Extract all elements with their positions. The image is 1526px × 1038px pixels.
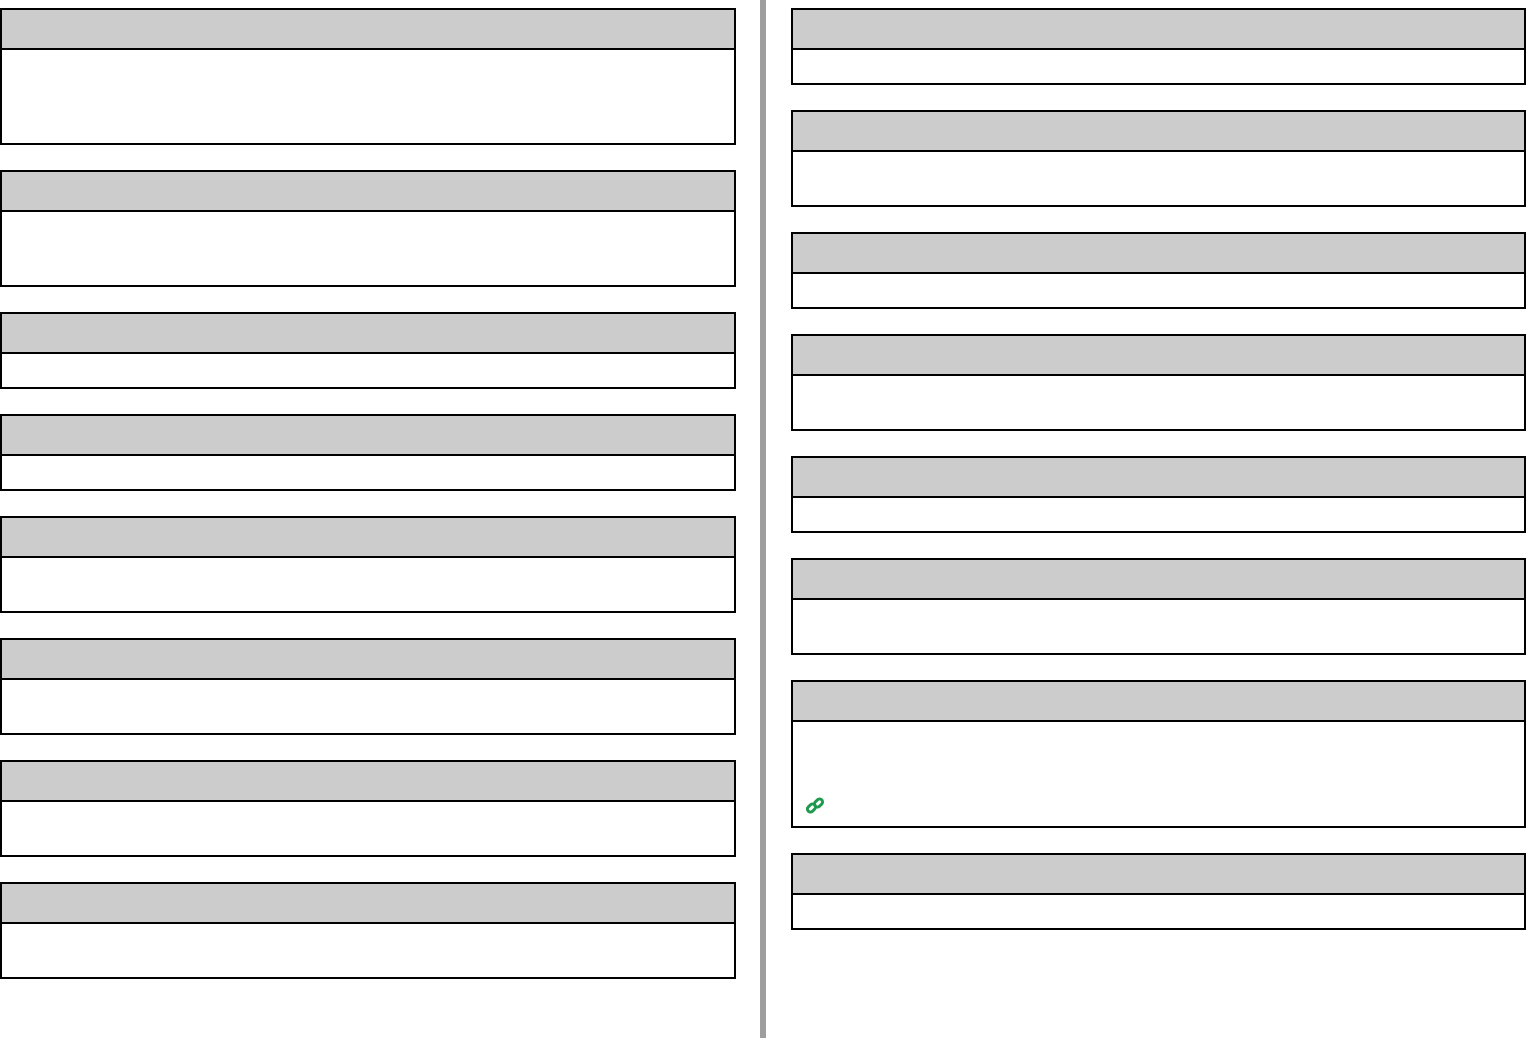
section-header [2, 762, 734, 802]
chain-link-icon[interactable] [805, 796, 825, 816]
section-box [791, 853, 1526, 930]
section-header [793, 682, 1524, 722]
section-header [2, 416, 734, 456]
section-header [793, 560, 1524, 600]
section-header [2, 172, 734, 212]
section-box [0, 760, 736, 857]
section-box [0, 414, 736, 491]
section-box [791, 110, 1526, 207]
section-header [2, 884, 734, 924]
section-box [791, 232, 1526, 309]
section-box [0, 638, 736, 735]
section-box [791, 456, 1526, 533]
section-box [791, 680, 1526, 828]
section-header [2, 640, 734, 680]
section-header [793, 112, 1524, 152]
section-box [791, 558, 1526, 655]
section-header [2, 10, 734, 50]
section-header [2, 314, 734, 354]
section-header [793, 234, 1524, 274]
section-header [793, 458, 1524, 498]
section-box [0, 312, 736, 389]
section-box [791, 8, 1526, 85]
section-header [2, 518, 734, 558]
section-header [793, 855, 1524, 895]
section-header [793, 336, 1524, 376]
section-box [0, 882, 736, 979]
section-box [791, 334, 1526, 431]
section-box [0, 516, 736, 613]
section-header [793, 10, 1524, 50]
section-box [0, 8, 736, 145]
column-divider [760, 0, 766, 1038]
section-box [0, 170, 736, 287]
